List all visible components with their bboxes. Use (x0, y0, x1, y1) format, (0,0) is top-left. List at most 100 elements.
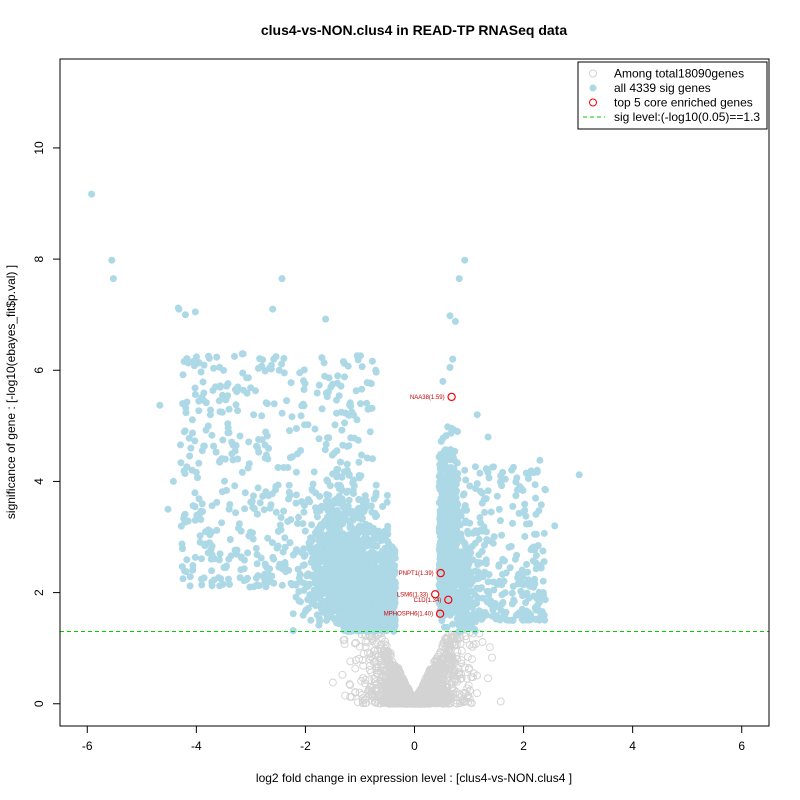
gene-point-bg (465, 664, 474, 672)
gene-point-sig (345, 471, 353, 479)
gene-point-bg (431, 687, 440, 696)
gene-point-sig (239, 350, 247, 358)
gene-point-sig (307, 616, 315, 624)
gene-point-sig (237, 554, 245, 562)
gene-point-bg (473, 689, 481, 698)
gene-point-sig (263, 564, 271, 571)
gene-point-sig (349, 511, 357, 519)
gene-point-sig (438, 560, 446, 568)
gene-point-sig (200, 389, 208, 397)
gene-point-sig (333, 409, 340, 417)
gene-point-sig (329, 380, 337, 388)
gene-point-sig (198, 555, 205, 563)
gene-point-bg (445, 693, 454, 702)
gene-point-sig (448, 424, 455, 432)
gene-point-sig (315, 435, 323, 443)
gene-point-sig (356, 513, 363, 521)
gene-point-sig (335, 392, 343, 400)
gene-point-bg (425, 689, 434, 698)
gene-point-sig (234, 407, 242, 415)
gene-point-sig (218, 519, 226, 527)
gene-point-sig (191, 489, 199, 497)
gene-point-sig (348, 408, 356, 416)
gene-point-bg (437, 681, 446, 690)
gene-point-bg (452, 688, 461, 696)
gene-point-sig (493, 492, 501, 500)
gene-point-bg (370, 657, 378, 666)
gene-point-sig (297, 447, 305, 454)
gene-point-sig (347, 600, 355, 608)
gene-point-bg (380, 655, 389, 664)
gene-point-sig (200, 574, 208, 582)
gene-point-sig (245, 460, 253, 468)
gene-point-sig (226, 536, 234, 543)
gene-point-sig (355, 458, 363, 466)
gene-point-sig (294, 520, 301, 527)
gene-point-bg (461, 632, 470, 641)
gene-point-bg (435, 672, 443, 681)
sig-genes-cloud (177, 350, 549, 635)
gene-point-sig (459, 491, 467, 499)
gene-point-bg (346, 681, 355, 690)
gene-point-bg (463, 652, 472, 661)
gene-point-sig (446, 534, 454, 542)
chart-title: clus4-vs-NON.clus4 in READ-TP RNASeq dat… (261, 22, 567, 38)
gene-point-sig (294, 565, 302, 573)
gene-point-sig (353, 599, 361, 607)
gene-point-sig (315, 621, 323, 629)
gene-point-bg (381, 640, 390, 649)
gene-point-bg (367, 692, 376, 701)
gene-point-sig (227, 552, 235, 560)
gene-point-sig (274, 542, 282, 550)
gene-point-sig (197, 368, 205, 376)
gene-point-sig (238, 468, 246, 476)
gene-point-sig (286, 427, 293, 435)
gene-point-sig (540, 529, 548, 537)
gene-point-sig (345, 442, 353, 450)
gene-point-sig (358, 363, 366, 371)
gene-point-sig (370, 558, 378, 566)
gene-point-sig (471, 463, 479, 471)
gene-point-bg (462, 635, 471, 644)
gene-point-bg (420, 694, 429, 703)
gene-point-bg (413, 694, 422, 703)
gene-point-sig (186, 573, 194, 581)
gene-point-bg (488, 653, 496, 662)
gene-point-sig (379, 536, 387, 544)
gene-point-sig (236, 432, 244, 440)
gene-point-sig (258, 362, 266, 370)
gene-point-sig (455, 577, 463, 585)
gene-point-sig (308, 486, 316, 494)
gene-point-sig (495, 505, 503, 513)
gene-point-sig (508, 589, 516, 597)
gene-point-sig (386, 548, 394, 555)
gene-point-sig (208, 431, 216, 439)
gene-point-bg (444, 692, 453, 701)
gene-point-sig (281, 534, 289, 542)
gene-point-sig (331, 421, 339, 429)
gene-point-sig (348, 591, 355, 599)
gene-point-bg (451, 675, 460, 684)
gene-point-sig (295, 597, 303, 605)
gene-point-sig (442, 478, 450, 486)
gene-point-sig (352, 571, 360, 578)
gene-point-sig (254, 572, 262, 580)
gene-point-sig (324, 554, 332, 561)
gene-point-bg (328, 678, 337, 687)
gene-point-bg (396, 670, 405, 679)
gene-point-sig (391, 599, 399, 606)
gene-point-bg (385, 672, 394, 681)
gene-point-sig (389, 573, 397, 580)
gene-point-sig (258, 412, 266, 420)
gene-point-sig (216, 408, 224, 416)
gene-point-sig (245, 438, 253, 446)
gene-point-sig (177, 522, 185, 530)
gene-point-sig (270, 400, 278, 408)
gene-point-sig (200, 396, 207, 404)
gene-point-bg (448, 655, 457, 663)
gene-point-sig (471, 591, 479, 599)
gene-point-sig (198, 500, 206, 508)
gene-point-sig (439, 544, 447, 552)
gene-point-sig (449, 620, 457, 628)
gene-point-sig (284, 464, 292, 471)
